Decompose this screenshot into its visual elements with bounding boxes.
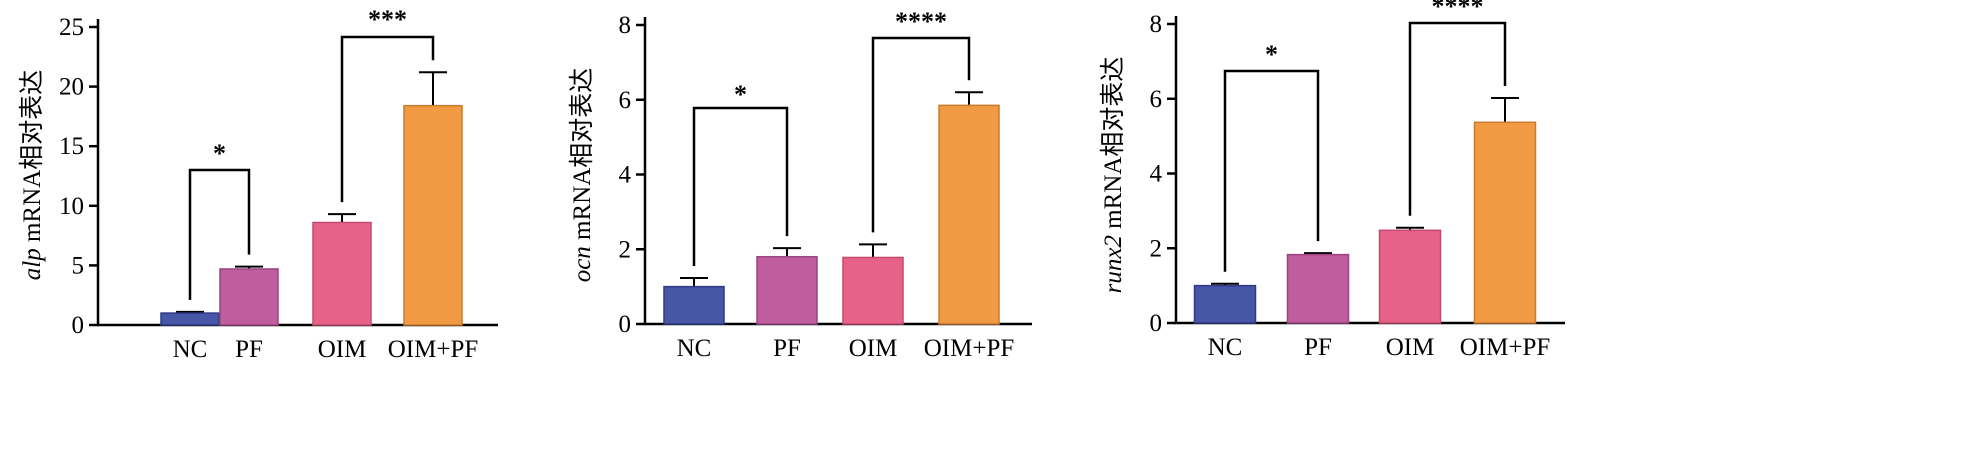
y-tick-label: 5 xyxy=(72,252,85,279)
y-axis-title-gene: runx2 xyxy=(1100,235,1127,293)
x-category-label: OIM xyxy=(318,336,367,363)
bar-oim xyxy=(1378,229,1442,324)
x-category-label: PF xyxy=(773,335,801,362)
significance-bracket xyxy=(188,168,251,300)
y-axis-title-suffix: mRNA相对表达 xyxy=(568,68,596,246)
y-axis-title-gene: ocn xyxy=(569,246,596,282)
significance-label: **** xyxy=(1432,0,1484,21)
bar-oim-plus-pf xyxy=(938,104,1000,325)
y-axis-title-suffix: mRNA相对表达 xyxy=(18,70,46,248)
y-tick-label: 2 xyxy=(619,236,632,263)
y-tick-label: 20 xyxy=(59,74,84,101)
x-category-label: PF xyxy=(235,336,263,363)
significance-label: *** xyxy=(368,5,407,34)
y-axis-title: runx2 mRNA相对表达 xyxy=(1099,57,1127,294)
significance-label: * xyxy=(734,80,747,109)
y-tick-label: 0 xyxy=(72,312,85,339)
bar-nc xyxy=(1193,284,1257,324)
x-category-label: NC xyxy=(173,336,208,363)
bar-nc xyxy=(160,312,220,326)
significance-bracket xyxy=(692,106,789,267)
x-category-label: OIM xyxy=(849,335,898,362)
bar-pf xyxy=(219,268,279,326)
y-axis-title: alp mRNA相对表达 xyxy=(18,70,46,280)
significance-label: **** xyxy=(895,7,947,36)
significance-label: * xyxy=(1265,40,1278,69)
bar-oim xyxy=(842,256,904,325)
y-tick-label: 0 xyxy=(1150,310,1163,337)
significance-bracket xyxy=(1223,69,1320,272)
y-tick-label: 8 xyxy=(619,12,632,39)
y-tick-label: 0 xyxy=(619,311,632,338)
x-category-label: OIM+PF xyxy=(1460,334,1551,361)
bar-oim xyxy=(312,221,372,326)
y-tick-label: 8 xyxy=(1150,11,1163,38)
x-category-label: PF xyxy=(1304,334,1332,361)
y-tick-label: 2 xyxy=(1150,235,1163,262)
significance-bracket xyxy=(1408,21,1507,216)
y-tick-label: 10 xyxy=(59,193,84,220)
y-axis-title-suffix: mRNA相对表达 xyxy=(1099,57,1127,235)
significance-bracket xyxy=(340,35,435,203)
y-tick-label: 4 xyxy=(1150,161,1163,188)
significance-bracket xyxy=(871,36,971,233)
y-tick-label: 6 xyxy=(619,87,632,114)
bar-pf xyxy=(1286,253,1350,324)
x-category-label: OIM xyxy=(1386,334,1435,361)
x-category-label: OIM+PF xyxy=(924,335,1015,362)
bar-oim-plus-pf xyxy=(1473,121,1537,324)
bar-oim-plus-pf xyxy=(403,104,463,326)
y-tick-label: 6 xyxy=(1150,86,1163,113)
x-category-label: NC xyxy=(677,335,712,362)
x-category-label: NC xyxy=(1208,334,1243,361)
x-category-label: OIM+PF xyxy=(388,336,479,363)
y-tick-label: 15 xyxy=(59,133,84,160)
bar-pf xyxy=(756,255,818,325)
y-tick-label: 25 xyxy=(59,14,84,41)
y-axis-title: ocn mRNA相对表达 xyxy=(568,68,596,283)
y-tick-label: 4 xyxy=(619,162,632,189)
y-axis-title-gene: alp xyxy=(19,248,46,280)
significance-label: * xyxy=(213,139,226,168)
bar-nc xyxy=(663,285,725,325)
